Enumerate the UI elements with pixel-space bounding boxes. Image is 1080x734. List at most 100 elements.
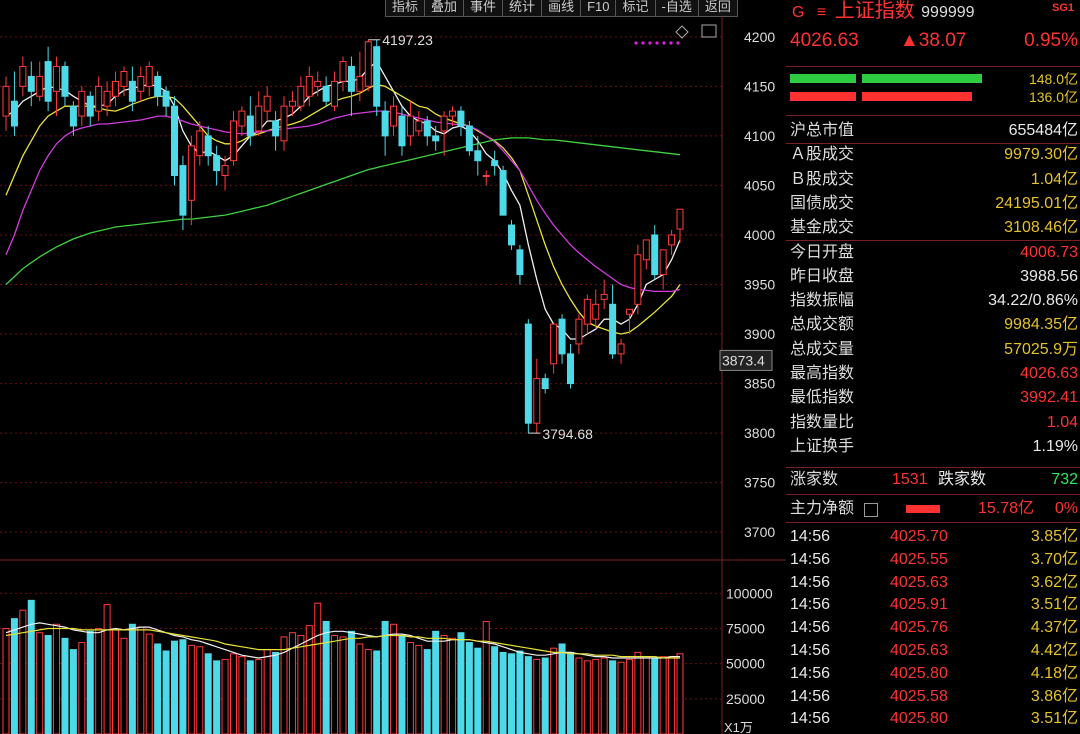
stat-value: 655484亿	[1008, 122, 1078, 139]
tick-price: 4025.80	[890, 710, 948, 728]
calculator-icon[interactable]	[864, 503, 878, 517]
volume-bar	[516, 650, 524, 734]
volume-bar	[465, 642, 473, 734]
volume-bar	[86, 630, 94, 734]
stat-value: 9979.30亿	[1004, 146, 1078, 164]
volume-bar	[676, 653, 684, 734]
toolbar-button-3[interactable]: 统计	[502, 0, 543, 17]
price-tick-9: 3750	[744, 475, 775, 491]
tick-row: 14:56 4025.63 3.62亿	[786, 572, 1080, 594]
menu-icon[interactable]: ≡	[816, 4, 827, 21]
tick-row: 14:56 4025.80 4.18亿	[786, 663, 1080, 685]
volume-bar	[634, 651, 642, 734]
volume-bar	[221, 658, 229, 734]
volume-bar	[272, 651, 280, 734]
candle	[634, 254, 642, 305]
stat-label: 最高指数	[790, 365, 855, 382]
stat-row: 上证换手 1.19%	[786, 436, 1080, 458]
legend-dot	[634, 41, 638, 45]
volume-bar	[171, 640, 178, 734]
toolbar-button-8[interactable]: 返回	[697, 0, 738, 17]
current-price-label: 3873.4	[722, 352, 765, 368]
candle	[229, 120, 237, 162]
tick-volume: 3.62亿	[1030, 573, 1078, 591]
current-price-marker	[719, 349, 773, 371]
volume-bar	[27, 599, 35, 734]
price-tick-2: 4100	[744, 128, 775, 144]
down-count: 732	[1051, 471, 1078, 488]
volume-bar	[625, 658, 633, 734]
candle	[356, 75, 364, 92]
stat-label: 基金成交	[790, 219, 855, 237]
candle	[600, 293, 608, 300]
candle	[550, 323, 558, 365]
candle	[390, 105, 398, 127]
toolbar-button-0[interactable]: 指标	[385, 0, 426, 17]
volume-bar	[583, 660, 591, 734]
candle	[213, 155, 221, 172]
volume-bar	[609, 660, 617, 734]
toolbar-button-6[interactable]: 标记	[615, 0, 656, 17]
change-percent: 0.95%	[1024, 30, 1078, 51]
candle	[314, 80, 322, 87]
candle	[263, 95, 271, 112]
volume-bar	[229, 653, 237, 734]
volume-bar	[533, 658, 541, 734]
candle	[575, 318, 583, 345]
volume-bar	[575, 657, 583, 734]
stat-label: 上证换手	[790, 437, 855, 455]
volume-bar	[10, 618, 18, 734]
volume-bar	[322, 620, 330, 734]
volume-bar	[36, 632, 44, 734]
legend-dot	[662, 41, 666, 45]
candle	[474, 150, 482, 162]
stat-label: 沪总市值	[790, 122, 855, 139]
toolbar-button-1[interactable]: 叠加	[424, 0, 465, 17]
low-label: 3794.68	[542, 426, 593, 442]
candle	[53, 66, 61, 92]
price-tick-5: 3950	[744, 277, 775, 293]
candle	[297, 85, 305, 107]
volume-bar	[187, 644, 195, 734]
sg-tag[interactable]: SG1	[1051, 2, 1074, 14]
chart-toolbar: 指标 叠加 事件 统计 画线 F10 标记 -自选 返回	[385, 0, 738, 17]
toolbar-button-4[interactable]: 画线	[541, 0, 582, 17]
stat-label: Ｂ股成交	[790, 170, 855, 188]
candle	[103, 90, 111, 107]
price-tick-7: 3850	[744, 376, 775, 392]
candle	[255, 105, 263, 132]
tick-price: 4025.80	[890, 664, 948, 682]
toolbar-button-2[interactable]: 事件	[463, 0, 504, 17]
candle	[44, 61, 52, 102]
candle	[609, 303, 617, 355]
candle	[204, 135, 212, 157]
candle	[668, 234, 676, 246]
stat-value: 3108.46亿	[1004, 219, 1078, 237]
price-tick-10: 3700	[744, 524, 775, 540]
tick-price: 4025.55	[890, 550, 948, 568]
main-flow-pct: 0%	[1054, 500, 1078, 517]
volume-bar	[398, 635, 406, 734]
candle	[364, 41, 372, 87]
candle	[288, 100, 296, 107]
tick-row: 14:56 4025.91 3.51亿	[786, 594, 1080, 616]
volume-tick-3: 25000	[726, 691, 765, 707]
candle	[566, 353, 574, 385]
volume-bar	[2, 627, 10, 734]
candle	[162, 90, 170, 107]
volume-bar	[314, 602, 322, 734]
stat-row: 总成交额 9984.35亿	[786, 314, 1080, 336]
toolbar-button-7[interactable]: -自选	[654, 0, 699, 17]
volume-bar	[651, 657, 659, 734]
flow-bar-0	[862, 74, 982, 83]
flow-bar-left-0	[790, 74, 856, 83]
toolbar-button-5[interactable]: F10	[580, 0, 617, 17]
tick-volume: 3.86亿	[1030, 687, 1078, 705]
stat-value: 57025.9万	[1004, 340, 1078, 358]
price-tick-3: 4050	[744, 177, 775, 193]
stat-label: 指数振幅	[790, 292, 855, 310]
candle	[128, 80, 136, 102]
price-ma-line-2	[5, 110, 681, 293]
volume-bar	[449, 637, 457, 734]
up-count: 1531	[892, 471, 928, 488]
